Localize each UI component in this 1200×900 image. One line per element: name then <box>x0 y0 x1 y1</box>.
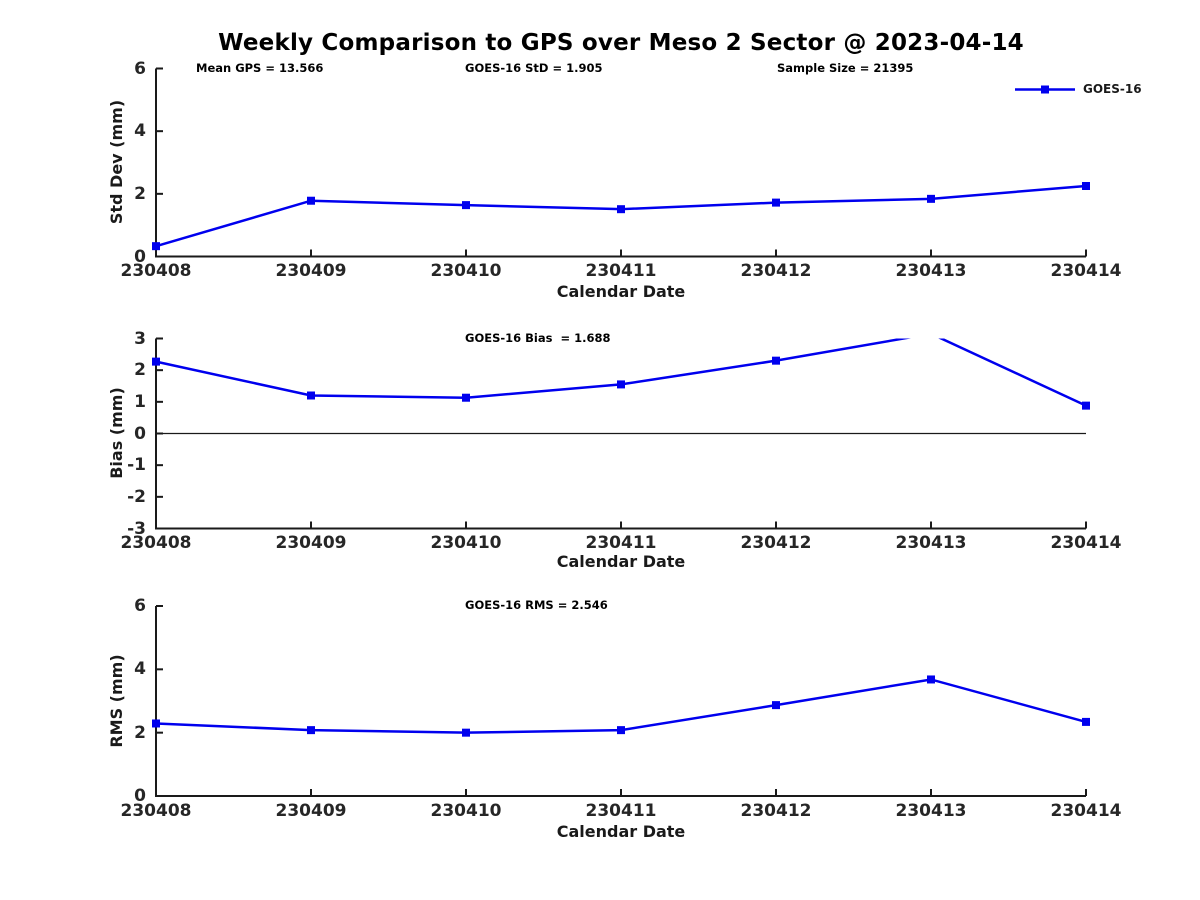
y-tick-label: 2 <box>134 183 146 204</box>
data-point-marker <box>617 380 625 389</box>
chart-annotation: GOES-16 StD = 1.905 <box>465 60 603 75</box>
data-point-marker <box>462 201 470 210</box>
y-tick-label: -1 <box>127 455 146 476</box>
x-tick-label: 230408 <box>120 800 192 821</box>
x-axis-label-stddev: Calendar Date <box>556 282 686 301</box>
y-tick-label: -3 <box>127 518 146 539</box>
data-point-marker <box>772 356 780 365</box>
y-tick-label: -2 <box>127 486 146 507</box>
data-point-marker <box>772 701 780 710</box>
x-tick-label: 230413 <box>895 533 967 553</box>
subplot-bias <box>152 337 1090 530</box>
x-tick-label: 230411 <box>585 800 657 821</box>
y-tick-label: 4 <box>134 659 146 680</box>
data-line-bias <box>155 338 1087 407</box>
y-tick-label: 1 <box>134 391 146 412</box>
page-title: Weekly Comparison to GPS over Meso 2 Sec… <box>218 30 1024 56</box>
y-axis-label-stddev: Std Dev (mm) <box>107 99 126 225</box>
data-point-marker <box>1082 182 1090 190</box>
y-tick-label: 3 <box>134 328 146 349</box>
data-line-rms <box>155 678 1087 734</box>
data-point-marker <box>307 196 315 205</box>
data-point-marker <box>927 675 935 684</box>
data-point-marker <box>617 205 625 214</box>
x-tick-label: 230409 <box>275 533 347 553</box>
y-tick-label: 6 <box>134 596 146 616</box>
x-tick-label: 230410 <box>430 800 502 821</box>
data-point-marker <box>1082 401 1090 410</box>
x-tick-label: 230412 <box>740 533 812 553</box>
data-point-marker <box>152 719 160 728</box>
chart-annotation: GOES-16 Bias = 1.688 <box>465 330 611 345</box>
x-tick-label: 230409 <box>275 800 347 821</box>
y-tick-label: 0 <box>134 786 146 806</box>
y-tick-label: 0 <box>134 246 146 267</box>
x-tick-label: 230410 <box>430 533 502 553</box>
x-tick-label: 230414 <box>1050 261 1122 281</box>
y-tick-label: 0 <box>134 423 146 444</box>
data-line-std-dev <box>155 184 1087 248</box>
x-tick-label: 230412 <box>740 261 812 281</box>
data-point-marker <box>462 393 470 402</box>
x-tick-label: 230409 <box>275 261 347 281</box>
data-point-marker <box>617 726 625 735</box>
x-tick-label: 230413 <box>895 800 967 821</box>
x-tick-label: 230414 <box>1050 533 1122 553</box>
data-point-marker <box>1082 717 1090 726</box>
data-point-marker <box>462 728 470 737</box>
subplot-std-dev <box>152 67 1090 258</box>
x-tick-label: 230411 <box>585 261 657 281</box>
y-tick-label: 2 <box>134 360 146 381</box>
y-axis-label-rms: RMS (mm) <box>107 654 126 748</box>
y-tick-label: 6 <box>134 58 146 79</box>
x-tick-label: 230411 <box>585 533 657 553</box>
chart-annotation: Mean GPS = 13.566 <box>196 60 324 75</box>
x-tick-label: 230413 <box>895 261 967 281</box>
data-point-marker <box>772 198 780 207</box>
x-tick-label: 230408 <box>120 533 192 553</box>
legend-marker <box>1041 85 1049 94</box>
x-tick-label: 230408 <box>120 261 192 281</box>
data-point-marker <box>307 391 315 400</box>
y-tick-label: 4 <box>134 121 146 142</box>
data-point-marker <box>927 194 935 203</box>
legend-label: GOES-16 <box>1083 82 1142 96</box>
chart-annotation: Sample Size = 21395 <box>777 60 914 75</box>
x-tick-label: 230414 <box>1050 800 1122 821</box>
legend-sample <box>1015 85 1075 94</box>
subplot-rms <box>152 605 1090 797</box>
data-point-marker <box>152 242 160 251</box>
x-tick-label: 230410 <box>430 261 502 281</box>
chart-annotation: GOES-16 RMS = 2.546 <box>465 598 608 612</box>
x-tick-label: 230412 <box>740 800 812 821</box>
data-point-marker <box>307 726 315 735</box>
y-tick-label: 2 <box>134 722 146 743</box>
x-axis-label-rms: Calendar Date <box>556 822 686 841</box>
x-axis-label-bias: Calendar Date <box>556 552 686 571</box>
data-point-marker <box>152 357 160 366</box>
